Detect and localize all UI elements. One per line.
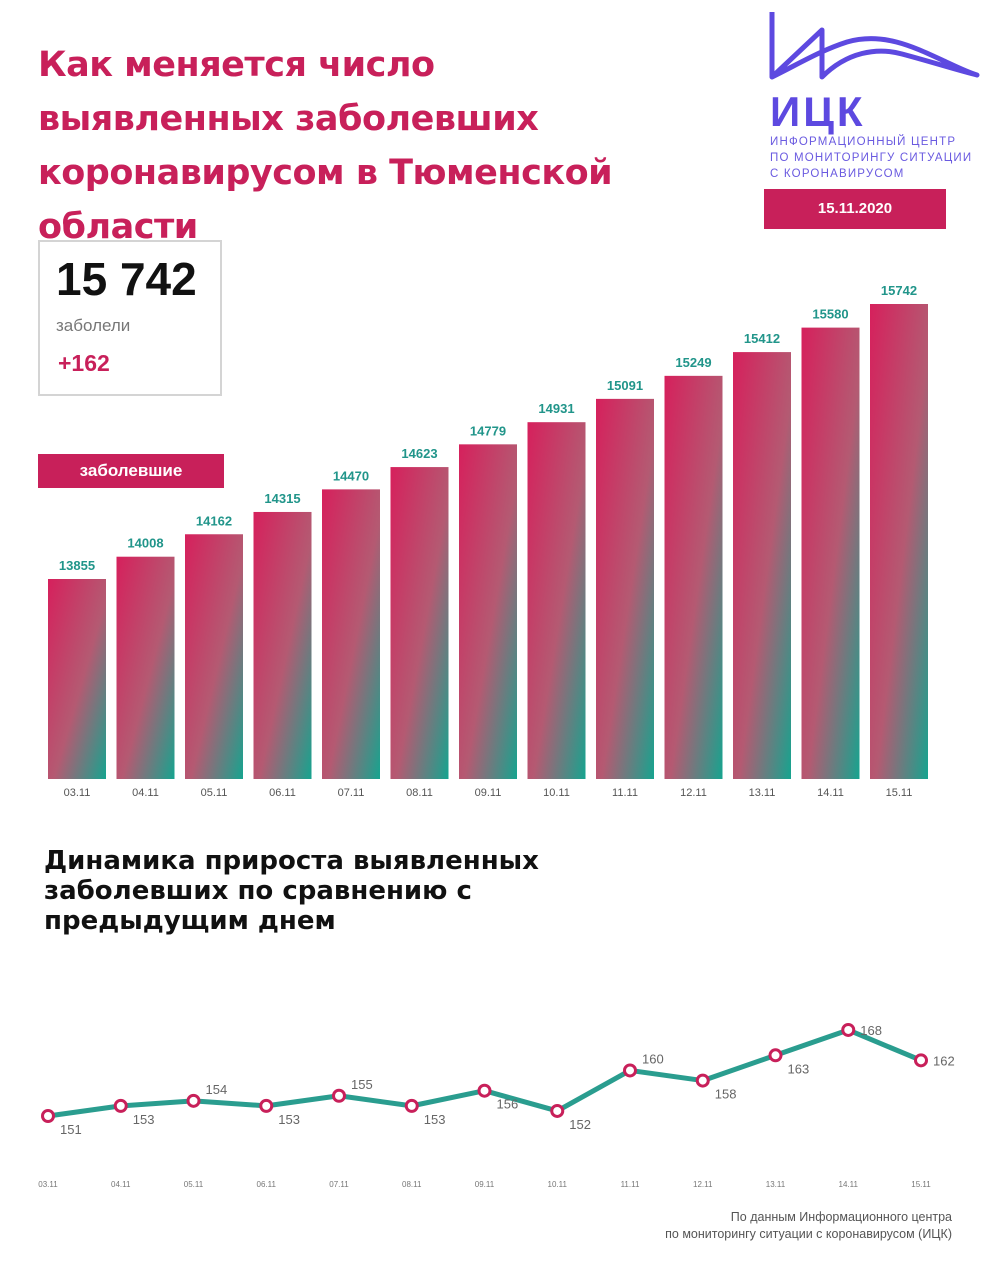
bar bbox=[870, 304, 928, 779]
bar-value-label: 14931 bbox=[538, 401, 574, 416]
line-point bbox=[332, 1088, 346, 1103]
logo-name: ИЦК bbox=[770, 88, 866, 135]
line-value-label: 155 bbox=[351, 1077, 373, 1092]
line-x-tick-label: 15.11 bbox=[911, 1180, 931, 1189]
bar-value-label: 15412 bbox=[744, 331, 780, 346]
line-point bbox=[41, 1109, 55, 1123]
bar-x-tick-label: 03.11 bbox=[64, 787, 91, 799]
series-badge: заболевшие bbox=[38, 454, 224, 488]
line-chart: 151 03.11 153 04.11 154 05.11 153 06.11 155 07.11… bbox=[38, 1022, 955, 1189]
bar-value-label: 15249 bbox=[675, 355, 711, 370]
bar-x-tick-label: 15.11 bbox=[886, 787, 913, 799]
line-point bbox=[186, 1093, 201, 1108]
bar-value-label: 14470 bbox=[333, 468, 369, 483]
line-value-label: 153 bbox=[424, 1112, 446, 1127]
bar bbox=[390, 467, 449, 779]
bar-value-label: 14162 bbox=[196, 513, 232, 528]
line-value-label: 163 bbox=[788, 1061, 810, 1076]
bar bbox=[733, 352, 791, 779]
bar-value-label: 14315 bbox=[264, 491, 300, 506]
source-line: по мониторингу ситуации с коронавирусом … bbox=[665, 1227, 952, 1241]
line-x-tick-label: 03.11 bbox=[38, 1180, 58, 1189]
bar-value-label: 15091 bbox=[607, 378, 643, 393]
line-x-tick-label: 07.11 bbox=[329, 1180, 349, 1189]
logo-wave-icon bbox=[769, 12, 980, 80]
line-chart-title: Динамика прироста выявленных заболевших … bbox=[44, 846, 539, 936]
bar-x-tick-label: 11.11 bbox=[612, 787, 638, 799]
line-value-label: 162 bbox=[933, 1053, 955, 1068]
bar-value-label: 14779 bbox=[470, 423, 506, 438]
line-x-tick-label: 14.11 bbox=[839, 1180, 859, 1189]
line-value-label: 156 bbox=[497, 1097, 519, 1112]
logo-subtitle: Информационный центр по мониторингу ситу… bbox=[770, 134, 990, 182]
line-point bbox=[550, 1103, 565, 1118]
line-point bbox=[768, 1048, 783, 1063]
logo-subtitle-line: по мониторингу ситуации bbox=[770, 152, 973, 164]
bar bbox=[116, 556, 175, 779]
bar-value-label: 14623 bbox=[401, 446, 437, 461]
kpi-card: 15 742 заболели +162 bbox=[38, 240, 222, 396]
line-value-label: 153 bbox=[278, 1112, 300, 1127]
bar-x-tick-label: 10.11 bbox=[543, 787, 570, 799]
bar bbox=[459, 444, 517, 779]
kpi-label: заболели bbox=[56, 316, 131, 335]
line-x-tick-label: 04.11 bbox=[111, 1180, 131, 1189]
bar-value-label: 14008 bbox=[127, 536, 163, 551]
bar bbox=[185, 534, 243, 779]
logo-subtitle-line: с коронавирусом bbox=[770, 168, 905, 180]
line-x-tick-label: 12.11 bbox=[693, 1180, 713, 1189]
page-title: Как меняется число выявленных заболевших… bbox=[38, 45, 613, 247]
bar-x-tick-label: 13.11 bbox=[749, 787, 776, 799]
bar-x-tick-label: 08.11 bbox=[406, 787, 433, 799]
line-x-tick-label: 11.11 bbox=[621, 1180, 640, 1189]
bar-x-tick-label: 09.11 bbox=[475, 787, 502, 799]
kpi-delta: +162 bbox=[58, 350, 110, 376]
kpi-value: 15 742 bbox=[56, 253, 197, 305]
line-point bbox=[695, 1073, 710, 1088]
line-value-label: 160 bbox=[642, 1051, 664, 1066]
line-point bbox=[404, 1098, 419, 1113]
bar bbox=[322, 489, 380, 779]
line-point bbox=[477, 1083, 492, 1098]
line-value-label: 154 bbox=[206, 1082, 228, 1097]
bar-x-tick-label: 04.11 bbox=[132, 787, 159, 799]
bar-x-tick-label: 12.11 bbox=[680, 787, 707, 799]
bar-value-label: 15580 bbox=[812, 307, 848, 322]
bar-x-tick-label: 07.11 bbox=[338, 787, 365, 799]
bar-x-tick-label: 14.11 bbox=[817, 787, 844, 799]
line-value-label: 158 bbox=[715, 1087, 737, 1102]
bar-value-label: 13855 bbox=[59, 558, 95, 573]
logo-subtitle-line: Информационный центр bbox=[770, 136, 957, 148]
bar bbox=[596, 398, 654, 779]
line-x-tick-label: 13.11 bbox=[766, 1180, 786, 1189]
source-line: По данным Информационного центра bbox=[730, 1210, 952, 1224]
line-point bbox=[914, 1053, 928, 1068]
bar bbox=[801, 327, 860, 779]
line-x-tick-label: 06.11 bbox=[257, 1180, 277, 1189]
bar-value-label: 15742 bbox=[881, 283, 917, 298]
date-badge: 15.11.2020 bbox=[764, 189, 946, 229]
line-x-tick-label: 09.11 bbox=[475, 1180, 495, 1189]
line-value-label: 153 bbox=[133, 1112, 155, 1127]
line-value-label: 152 bbox=[569, 1117, 591, 1132]
bar bbox=[664, 375, 723, 779]
line-x-tick-label: 08.11 bbox=[402, 1180, 422, 1189]
line-point bbox=[113, 1098, 128, 1113]
bar-x-tick-label: 06.11 bbox=[269, 787, 296, 799]
bar-chart: 13855 03.11 14008 04.11 14162 05.11 14315 06.11… bbox=[48, 283, 928, 799]
line-point bbox=[623, 1063, 637, 1078]
line-point bbox=[259, 1098, 274, 1113]
bar bbox=[253, 511, 312, 779]
bar bbox=[527, 422, 586, 779]
line-value-label: 151 bbox=[60, 1122, 82, 1137]
source-note: По данным Информационного центра по мони… bbox=[665, 1209, 952, 1243]
line-x-tick-label: 05.11 bbox=[184, 1180, 204, 1189]
line-value-label: 168 bbox=[860, 1023, 882, 1038]
line-point bbox=[841, 1022, 856, 1037]
line-x-tick-label: 10.11 bbox=[548, 1180, 568, 1189]
bar-x-tick-label: 05.11 bbox=[201, 787, 228, 799]
bar bbox=[48, 579, 106, 779]
